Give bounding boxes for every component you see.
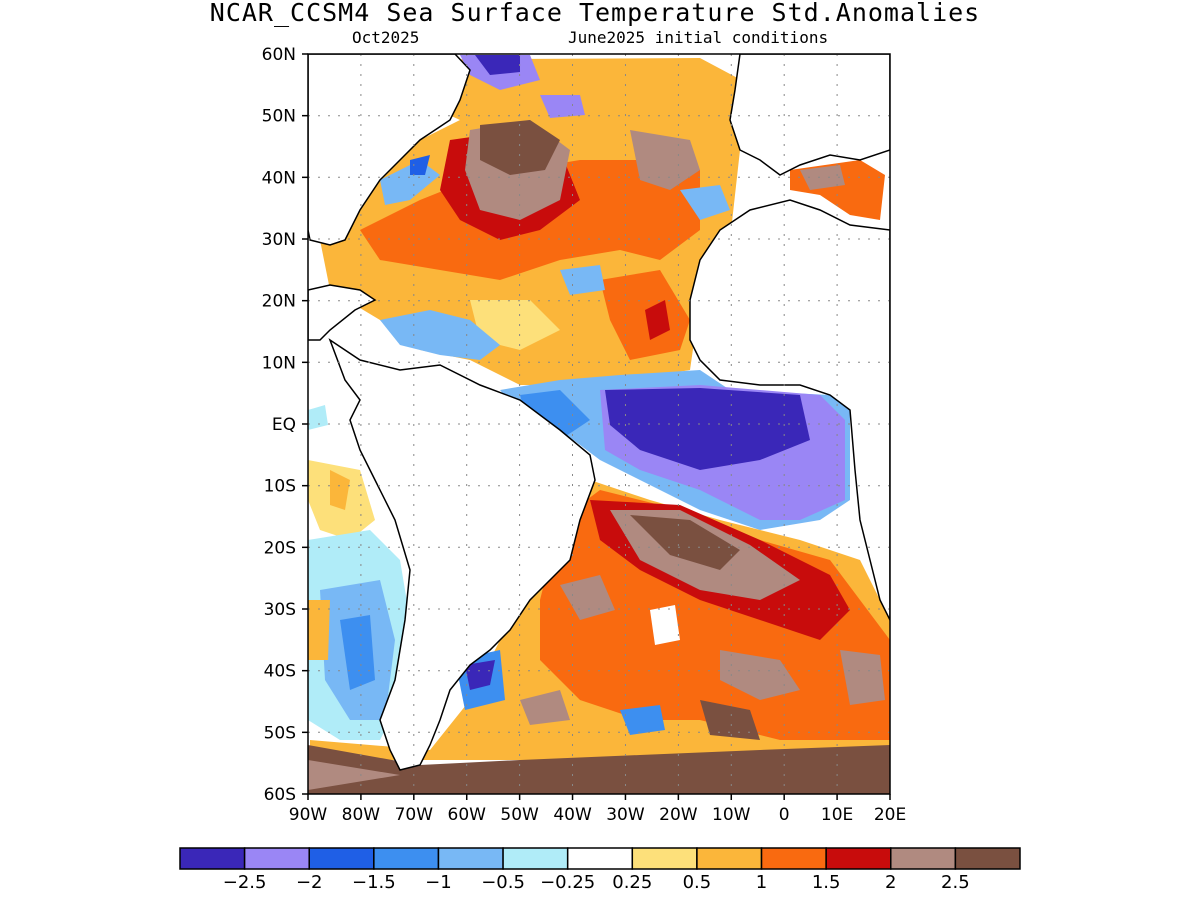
initial-conditions-label: June2025 initial conditions xyxy=(568,28,829,47)
longitude-tick-label: 20E xyxy=(874,805,906,825)
colorbar-swatch xyxy=(825,847,892,870)
longitude-tick-label: 10E xyxy=(821,805,853,825)
forecast-month: Oct2025 xyxy=(352,28,420,47)
latitude-tick-label: 50N xyxy=(262,107,296,127)
longitude-tick-label: 50W xyxy=(500,805,539,825)
colorbar-label: −2.5 xyxy=(222,872,267,893)
colorbar-swatch xyxy=(373,847,440,870)
colorbar-swatch xyxy=(243,847,310,870)
latitude-tick-label: 40N xyxy=(262,168,296,188)
colorbar-label: −2 xyxy=(295,872,323,893)
latitude-tick-label: 20S xyxy=(264,538,296,558)
latitude-axis: 60N 50N 40N 30N 20N 10N EQ 10S 20S 30S 40S 50S 60S xyxy=(262,45,308,805)
colorbar-swatch xyxy=(954,847,1021,870)
colorbar-label: 1 xyxy=(755,872,768,893)
colorbar-label: 0.25 xyxy=(612,872,653,893)
colorbar-label: −0.25 xyxy=(540,872,596,893)
latitude-tick-label: 50S xyxy=(264,723,296,743)
longitude-tick-label: 40W xyxy=(553,805,592,825)
latitude-tick-label: 60N xyxy=(262,45,296,65)
longitude-tick-label: 10W xyxy=(712,805,751,825)
colorbar-label: 0.5 xyxy=(682,872,712,893)
colorbar-label: 1.5 xyxy=(811,872,841,893)
colorbar-swatch xyxy=(437,847,504,870)
colorbar-label: 2.5 xyxy=(941,872,970,893)
longitude-axis: 90W 80W 70W 60W 50W 40W 30W 20W 10W 0 10E 20E xyxy=(289,794,906,825)
longitude-tick-label: 0 xyxy=(779,805,790,825)
colorbar-swatch xyxy=(696,847,763,870)
longitude-tick-label: 60W xyxy=(448,805,487,825)
colorbar-label: 2 xyxy=(885,872,897,893)
longitude-tick-label: 30W xyxy=(606,805,645,825)
latitude-tick-label: 10S xyxy=(264,477,296,497)
colorbar-swatch xyxy=(179,847,246,870)
longitude-tick-label: 70W xyxy=(395,805,434,825)
colorbar-swatch xyxy=(631,847,698,870)
colorbar-swatch xyxy=(890,847,957,870)
longitude-tick-label: 90W xyxy=(289,805,328,825)
colorbar-swatch xyxy=(502,847,569,870)
colorbar-label: −0.5 xyxy=(481,872,525,893)
colorbar xyxy=(179,847,1021,870)
colorbar-swatch xyxy=(760,847,827,870)
latitude-tick-label: 60S xyxy=(264,785,296,805)
latitude-tick-label: 10N xyxy=(262,353,296,373)
colorbar-label: −1.5 xyxy=(351,872,396,893)
latitude-tick-label: EQ xyxy=(272,415,296,435)
graticule xyxy=(308,54,890,794)
colorbar-swatch xyxy=(308,847,375,870)
latitude-tick-label: 30N xyxy=(262,230,296,250)
latitude-tick-label: 40S xyxy=(264,662,296,682)
colorbar-label: −1 xyxy=(425,872,452,893)
map-title: NCAR_CCSM4 Sea Surface Temperature Std.A… xyxy=(209,0,981,27)
colorbar-swatch xyxy=(566,847,634,870)
longitude-tick-label: 80W xyxy=(342,805,381,825)
latitude-tick-label: 30S xyxy=(264,600,296,620)
anomaly-field xyxy=(308,54,890,794)
latitude-tick-label: 20N xyxy=(262,292,296,312)
longitude-tick-label: 20W xyxy=(659,805,698,825)
